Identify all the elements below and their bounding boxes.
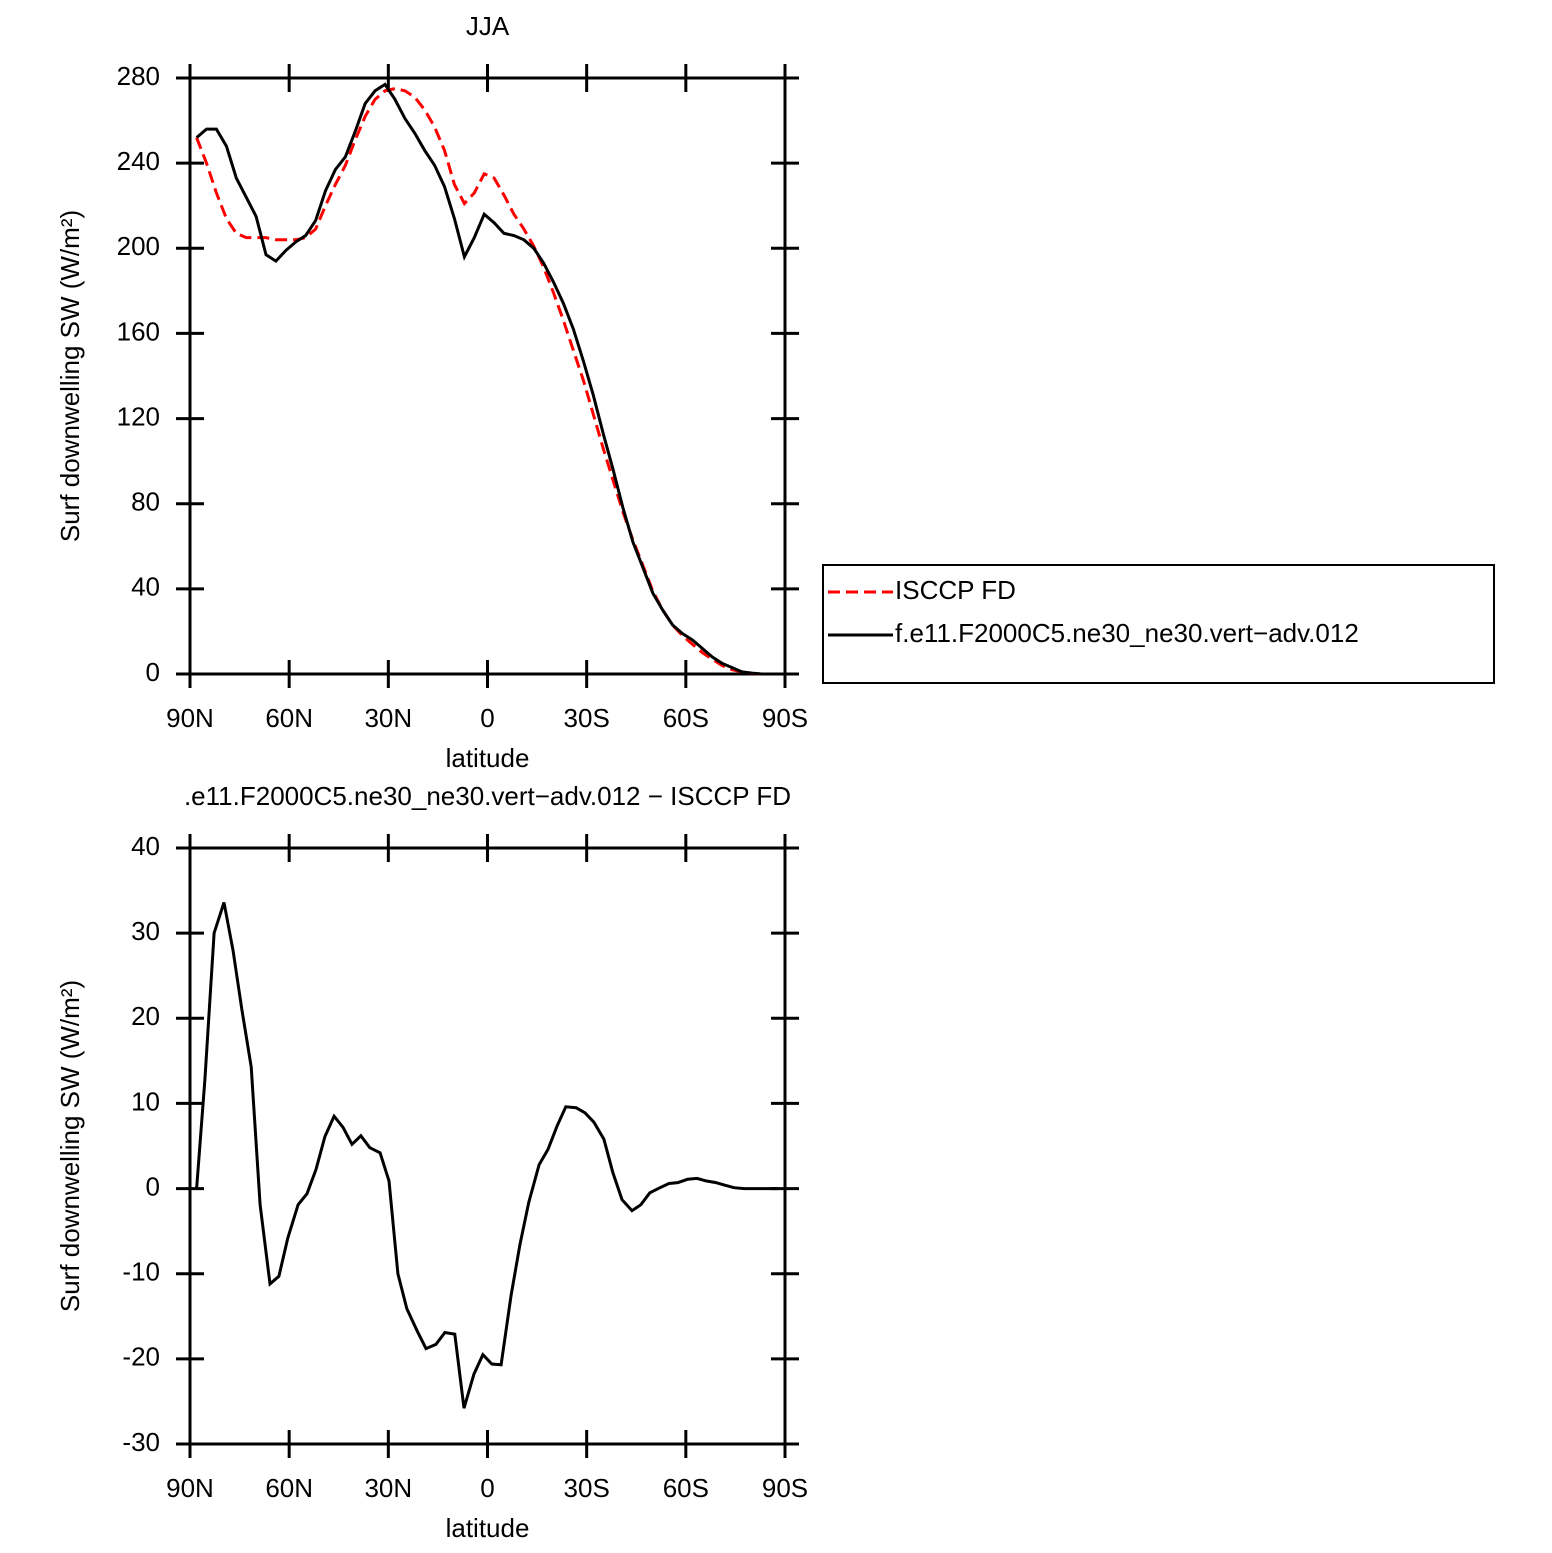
legend-label: ISCCP FD <box>895 575 1016 605</box>
y-tick-label: 20 <box>131 1001 160 1031</box>
y-tick-label: 80 <box>131 487 160 517</box>
x-axis-label: latitude <box>446 1513 530 1543</box>
y-tick-label: 10 <box>131 1086 160 1116</box>
y-axis-label: Surf downwelling SW (W/m²) <box>55 980 85 1312</box>
x-tick-label: 30S <box>564 703 610 733</box>
y-tick-label: 40 <box>131 572 160 602</box>
x-tick-label: 60S <box>663 703 709 733</box>
y-tick-label: 120 <box>117 401 160 431</box>
plot-frame <box>188 846 787 1446</box>
y-tick-label: 200 <box>117 231 160 261</box>
y-tick-label: -10 <box>122 1257 160 1287</box>
y-axis-label: Surf downwelling SW (W/m²) <box>55 210 85 542</box>
x-tick-label: 0 <box>480 1473 494 1503</box>
x-tick-label: 30N <box>364 1473 412 1503</box>
x-tick-label: 90N <box>166 1473 214 1503</box>
x-tick-label: 90S <box>762 703 808 733</box>
x-tick-label: 0 <box>480 703 494 733</box>
data-line <box>195 82 782 676</box>
y-tick-label: -20 <box>122 1342 160 1372</box>
x-tick-label: 60N <box>265 1473 313 1503</box>
x-tick-label: 30N <box>364 703 412 733</box>
x-tick-label: 60S <box>663 1473 709 1503</box>
chart-title: JJA <box>466 11 510 41</box>
plot-frame <box>188 76 787 676</box>
x-axis-label: latitude <box>446 743 530 773</box>
legend-label: f.e11.F2000C5.ne30_ne30.vert−adv.012 <box>895 618 1359 648</box>
y-tick-label: 30 <box>131 916 160 946</box>
data-line <box>195 902 779 1409</box>
x-tick-label: 90S <box>762 1473 808 1503</box>
data-line <box>195 87 782 676</box>
x-tick-label: 90N <box>166 703 214 733</box>
x-tick-label: 30S <box>564 1473 610 1503</box>
y-tick-label: 280 <box>117 61 160 91</box>
y-tick-label: 160 <box>117 316 160 346</box>
y-tick-label: -30 <box>122 1427 160 1457</box>
chart-title: .e11.F2000C5.ne30_ne30.vert−adv.012 − IS… <box>184 781 791 811</box>
y-tick-label: 240 <box>117 146 160 176</box>
y-tick-label: 40 <box>131 831 160 861</box>
legend-box <box>822 564 1495 684</box>
x-tick-label: 60N <box>265 703 313 733</box>
y-tick-label: 0 <box>146 1171 160 1201</box>
y-tick-label: 0 <box>146 657 160 687</box>
